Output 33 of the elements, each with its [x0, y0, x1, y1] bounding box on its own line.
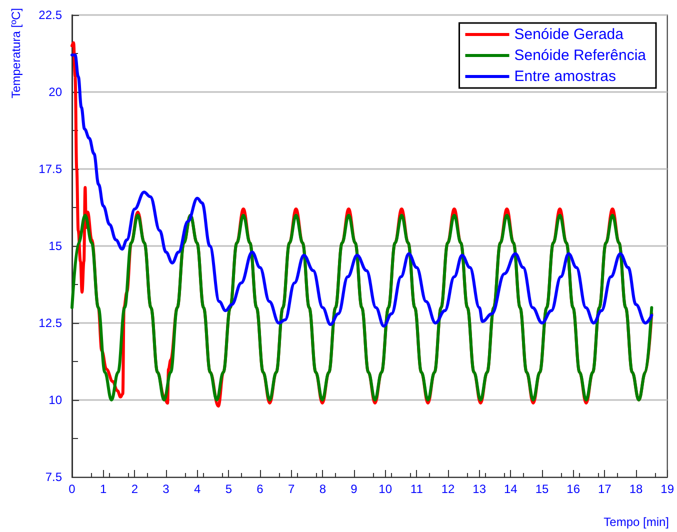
y-tick-label: 12.5: [38, 316, 62, 330]
x-tick-label: 18: [629, 482, 643, 496]
legend-label: Senóide Referência: [514, 47, 647, 64]
x-tick-label: 1: [100, 482, 107, 496]
x-tick-label: 2: [131, 482, 138, 496]
x-tick-label: 11: [410, 482, 424, 496]
x-tick-label: 3: [162, 482, 170, 496]
x-tick-label: 19: [660, 482, 674, 496]
x-tick-label: 10: [378, 482, 392, 496]
y-tick-label: 10: [48, 393, 62, 407]
x-tick-label: 13: [472, 482, 486, 496]
y-tick-label: 20: [48, 85, 62, 99]
x-tick-label: 0: [68, 482, 76, 496]
x-tick-label: 8: [319, 482, 326, 496]
x-tick-label: 9: [350, 482, 358, 496]
x-tick-label: 17: [598, 482, 612, 496]
y-tick-label: 7.5: [45, 470, 62, 484]
x-axis-title: Tempo [min]: [604, 515, 670, 529]
x-tick-label: 15: [535, 482, 549, 496]
x-tick-label: 7: [288, 482, 295, 496]
y-tick-label: 17.5: [38, 162, 62, 176]
y-tick-label: 22.5: [38, 8, 62, 22]
legend-label: Senóide Gerada: [514, 26, 624, 43]
y-axis-title: Temperatura [ºC]: [9, 8, 23, 98]
x-tick-label: 14: [504, 482, 518, 496]
x-tick-label: 6: [256, 482, 264, 496]
y-tick-label: 15: [48, 239, 62, 253]
x-tick-label: 16: [566, 482, 580, 496]
x-tick-label: 4: [194, 482, 201, 496]
line-series: [70, 214, 654, 402]
x-tick-label: 5: [225, 482, 232, 496]
legend-label: Entre amostras: [514, 68, 616, 85]
x-tick-label: 12: [441, 482, 455, 496]
